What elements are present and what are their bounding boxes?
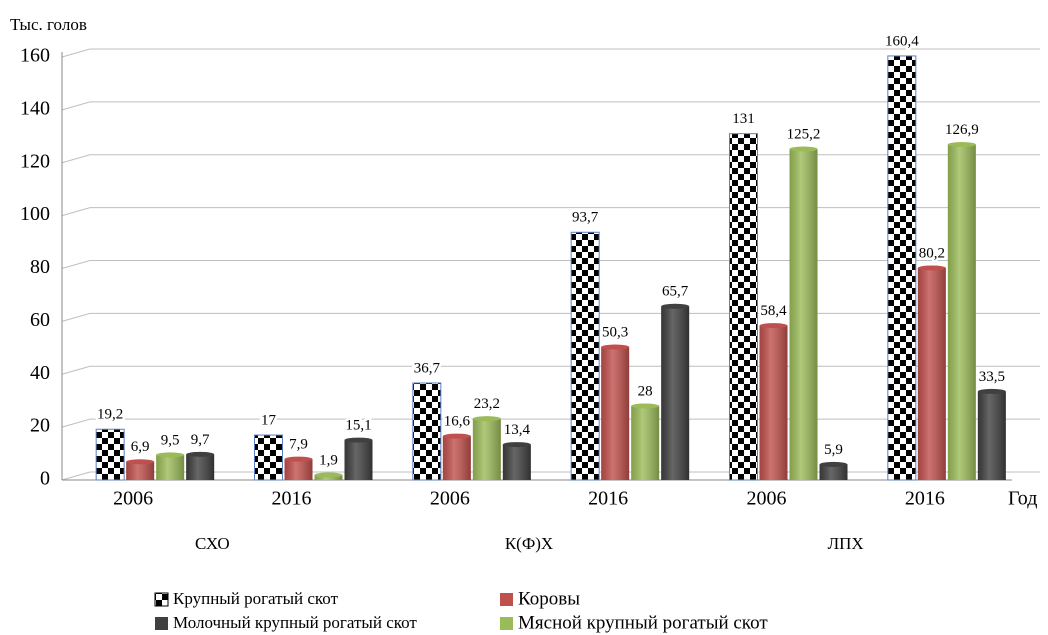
bar (442, 433, 471, 480)
bar (314, 472, 343, 480)
bar (601, 344, 630, 480)
x-tick-label: 2016 (588, 488, 628, 510)
value-label: 23,2 (474, 396, 500, 412)
legend-label: Крупный рогатый скот (173, 589, 339, 608)
legend-swatch (155, 617, 168, 630)
value-label: 93,7 (572, 210, 599, 226)
value-label: 58,4 (760, 303, 787, 319)
value-label: 80,2 (919, 245, 945, 261)
bar (661, 303, 690, 480)
group-label: ЛПХ (828, 534, 864, 553)
bar (729, 133, 758, 481)
bar (570, 231, 600, 481)
x-tick-label: 2016 (905, 488, 945, 510)
grid-line (61, 207, 1040, 217)
bar (472, 416, 501, 480)
value-label: 9,5 (161, 432, 180, 448)
value-label: 5,9 (824, 442, 843, 458)
y-tick-label: 60 (30, 309, 50, 331)
value-label: 13,4 (504, 422, 531, 438)
grid-line (61, 154, 1040, 164)
grid-line (61, 48, 1040, 58)
y-tick-label: 160 (20, 45, 50, 67)
grid-line (61, 260, 1040, 269)
bar (887, 55, 917, 481)
legend-label: Молочный крупный рогатый скот (173, 613, 417, 632)
bar (284, 456, 313, 480)
value-label: 19,2 (97, 407, 123, 423)
grid-line (61, 312, 1040, 322)
bar (789, 146, 818, 480)
legend-label: Коровы (518, 588, 580, 609)
legend-swatch (154, 592, 169, 607)
bar (759, 323, 788, 480)
value-label: 65,7 (662, 284, 689, 300)
value-label: 9,7 (191, 432, 210, 448)
value-label: 16,6 (444, 414, 471, 430)
value-label: 6,9 (131, 439, 150, 455)
legend-swatch (500, 617, 513, 630)
x-tick-label: 2006 (113, 488, 153, 510)
y-tick-label: 20 (30, 415, 50, 437)
bar (126, 459, 155, 480)
value-label: 1,9 (319, 452, 338, 468)
y-tick-label: 100 (20, 203, 50, 225)
legend-swatch (500, 593, 513, 606)
y-tick-label: 0 (40, 468, 50, 490)
grid-line (61, 471, 1040, 481)
y-tick-label: 140 (20, 97, 50, 119)
bar (947, 142, 976, 480)
value-label: 36,7 (414, 360, 441, 376)
value-label: 33,5 (979, 369, 1005, 385)
bar (186, 451, 215, 480)
value-label: 131 (732, 111, 755, 127)
bar (412, 382, 442, 481)
value-label: 7,9 (289, 437, 308, 453)
bar (254, 434, 283, 481)
bar (502, 442, 531, 480)
y-axis-label: Тыс. голов (10, 15, 87, 34)
value-label: 50,3 (602, 324, 628, 340)
x-axis-label: Год (1008, 488, 1037, 510)
x-tick-label: 2006 (747, 488, 787, 510)
bar (819, 461, 848, 480)
y-tick-label: 120 (20, 150, 50, 172)
bar (917, 265, 946, 480)
bar (156, 452, 185, 480)
bar (631, 403, 660, 480)
bar (344, 437, 373, 480)
value-label: 28 (638, 383, 653, 399)
group-label: СХО (195, 534, 230, 553)
y-tick-label: 80 (30, 256, 50, 278)
value-label: 17 (261, 412, 277, 428)
grid-line (61, 418, 1040, 428)
value-label: 160,4 (885, 33, 919, 49)
y-tick-label: 40 (30, 362, 50, 384)
x-tick-label: 2006 (430, 488, 470, 510)
value-label: 125,2 (787, 126, 821, 142)
grid-line (61, 365, 1040, 375)
group-label: К(Ф)Х (505, 534, 553, 553)
x-tick-label: 2016 (272, 488, 312, 510)
value-label: 126,9 (945, 122, 979, 138)
bar (95, 428, 125, 481)
legend-label: Мясной крупный рогатый скот (518, 612, 768, 633)
value-label: 15,1 (345, 418, 371, 434)
bar (977, 388, 1006, 480)
grid-line (61, 101, 1040, 111)
